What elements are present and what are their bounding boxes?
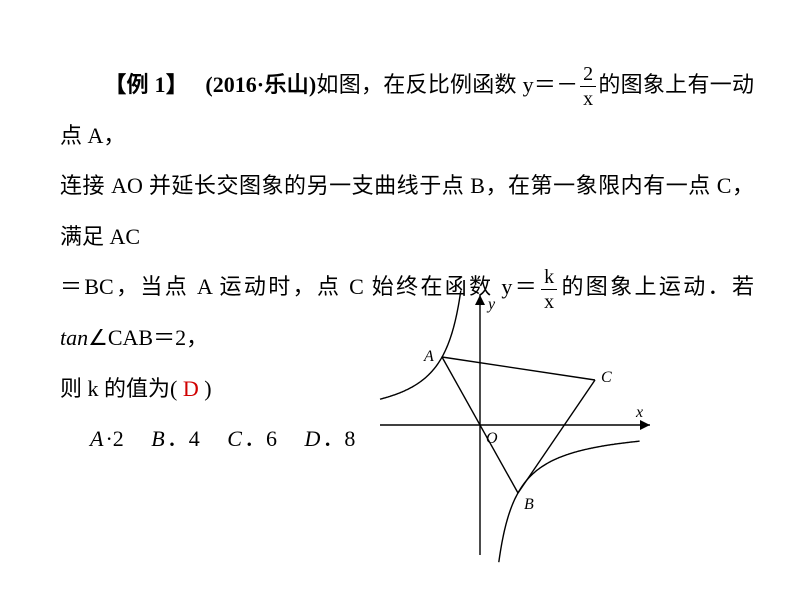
choice-c-sep: ． bbox=[244, 426, 266, 451]
eq1-neg: － bbox=[556, 72, 578, 97]
text-line2: 连接 AO 并延长交图象的另一支曲线于点 B，在第一象限内有一点 C，满足 AC bbox=[60, 173, 754, 249]
fraction-1: 2x bbox=[580, 64, 596, 109]
svg-text:y: y bbox=[486, 296, 496, 313]
math-diagram: y x O A B C bbox=[370, 285, 670, 565]
svg-text:O: O bbox=[486, 430, 498, 447]
choice-b-sep: ． bbox=[167, 426, 189, 451]
svg-text:B: B bbox=[524, 496, 534, 513]
answer-letter: D bbox=[177, 376, 204, 401]
choice-a-sep: · bbox=[105, 426, 112, 451]
svg-text:C: C bbox=[601, 369, 612, 386]
choice-d-val: 8 bbox=[344, 426, 355, 451]
choice-d-sep: ． bbox=[322, 426, 344, 451]
svg-text:A: A bbox=[423, 348, 434, 365]
choice-a-val: 2 bbox=[113, 426, 124, 451]
tan-text: tan bbox=[60, 325, 88, 350]
svg-text:x: x bbox=[635, 404, 643, 421]
eq1-lhs: y＝ bbox=[523, 72, 557, 97]
text-4a: 则 k 的值为( bbox=[60, 376, 177, 401]
example-label: 【例 1】 bbox=[104, 72, 188, 97]
choice-c-label: C bbox=[227, 426, 242, 451]
choice-c-val: 6 bbox=[266, 426, 277, 451]
choice-d-label: D bbox=[304, 426, 320, 451]
choice-b-val: 4 bbox=[189, 426, 200, 451]
choice-a-label: A bbox=[90, 426, 103, 451]
problem-source: (2016·乐山) bbox=[205, 72, 316, 97]
problem-container: 【例 1】 (2016·乐山)如图，在反比例函数 y＝－2x的图象上有一动点 A… bbox=[0, 0, 794, 465]
text-1a: 如图，在反比例函数 bbox=[316, 72, 522, 97]
choice-b-label: B bbox=[151, 426, 164, 451]
text-4b: ) bbox=[204, 376, 211, 401]
frac1-num: 2 bbox=[580, 64, 596, 87]
angle-text: ∠CAB＝2， bbox=[88, 325, 208, 350]
frac1-den: x bbox=[580, 87, 596, 109]
